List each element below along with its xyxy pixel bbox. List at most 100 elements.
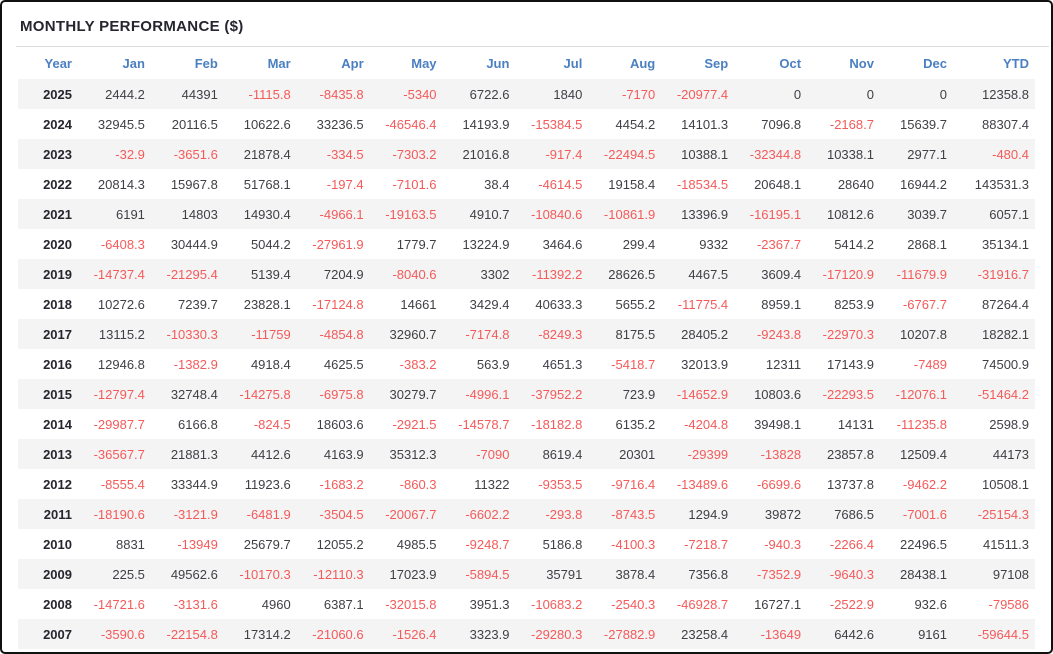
value-cell-ytd: 143531.3	[953, 169, 1035, 199]
value-cell-may: 17023.9	[370, 559, 443, 589]
value-cell-may: -5340	[370, 79, 443, 109]
value-cell-jan: -6408.3	[78, 229, 151, 259]
value-cell-oct: 12311	[734, 349, 807, 379]
value-cell-feb: -1382.9	[151, 349, 224, 379]
value-cell-jul: 35791	[515, 559, 588, 589]
value-cell-jun: -14578.7	[443, 409, 516, 439]
table-row-2008: 2008-14721.6-3131.649606387.1-32015.8395…	[18, 589, 1035, 619]
column-header-nov: Nov	[807, 47, 880, 79]
value-cell-nov: 8253.9	[807, 289, 880, 319]
value-cell-mar: -6481.9	[224, 499, 297, 529]
value-cell-sep: -20977.4	[661, 79, 734, 109]
value-cell-nov: 17143.9	[807, 349, 880, 379]
table-row-2025: 20252444.244391-1115.8-8435.8-53406722.6…	[18, 79, 1035, 109]
column-header-jun: Jun	[443, 47, 516, 79]
column-header-sep: Sep	[661, 47, 734, 79]
value-cell-dec: 9161	[880, 619, 953, 649]
value-cell-nov: -22293.5	[807, 379, 880, 409]
value-cell-dec: -11679.9	[880, 259, 953, 289]
value-cell-sep: 23258.4	[661, 619, 734, 649]
value-cell-feb: 44391	[151, 79, 224, 109]
value-cell-jan: -14737.4	[78, 259, 151, 289]
value-cell-aug: -27882.9	[588, 619, 661, 649]
value-cell-mar: 5044.2	[224, 229, 297, 259]
value-cell-oct: -13649	[734, 619, 807, 649]
value-cell-jan: -18190.6	[78, 499, 151, 529]
year-cell: 2012	[18, 469, 78, 499]
value-cell-oct: -2367.7	[734, 229, 807, 259]
value-cell-sep: -4204.8	[661, 409, 734, 439]
value-cell-dec: -12076.1	[880, 379, 953, 409]
value-cell-dec: 932.6	[880, 589, 953, 619]
value-cell-apr: -4854.8	[297, 319, 370, 349]
value-cell-jun: -7174.8	[443, 319, 516, 349]
value-cell-jan: -32.9	[78, 139, 151, 169]
table-row-2022: 202220814.315967.851768.1-197.4-7101.638…	[18, 169, 1035, 199]
value-cell-ytd: 41511.3	[953, 529, 1035, 559]
value-cell-apr: 6387.1	[297, 589, 370, 619]
value-cell-mar: 4918.4	[224, 349, 297, 379]
value-cell-aug: -7170	[588, 79, 661, 109]
value-cell-feb: -13949	[151, 529, 224, 559]
value-cell-jun: 11322	[443, 469, 516, 499]
table-row-2024: 202432945.520116.510622.633236.5-46546.4…	[18, 109, 1035, 139]
table-row-2011: 2011-18190.6-3121.9-6481.9-3504.5-20067.…	[18, 499, 1035, 529]
value-cell-may: 30279.7	[370, 379, 443, 409]
value-cell-ytd: 74500.9	[953, 349, 1035, 379]
value-cell-apr: -6975.8	[297, 379, 370, 409]
year-cell: 2024	[18, 109, 78, 139]
value-cell-aug: -9716.4	[588, 469, 661, 499]
value-cell-jan: 8831	[78, 529, 151, 559]
value-cell-dec: -7001.6	[880, 499, 953, 529]
value-cell-aug: 3878.4	[588, 559, 661, 589]
value-cell-sep: -7218.7	[661, 529, 734, 559]
value-cell-jul: -10840.6	[515, 199, 588, 229]
value-cell-mar: -824.5	[224, 409, 297, 439]
table-row-2021: 202161911480314930.4-4966.1-19163.54910.…	[18, 199, 1035, 229]
value-cell-may: -19163.5	[370, 199, 443, 229]
column-header-aug: Aug	[588, 47, 661, 79]
value-cell-mar: 23828.1	[224, 289, 297, 319]
table-row-2016: 201612946.8-1382.94918.44625.5-383.2563.…	[18, 349, 1035, 379]
table-row-2007: 2007-3590.6-22154.817314.2-21060.6-1526.…	[18, 619, 1035, 649]
value-cell-dec: 15639.7	[880, 109, 953, 139]
value-cell-jun: -6602.2	[443, 499, 516, 529]
value-cell-feb: 7239.7	[151, 289, 224, 319]
panel-title: MONTHLY PERFORMANCE ($)	[18, 10, 1035, 46]
column-header-dec: Dec	[880, 47, 953, 79]
value-cell-jul: -9353.5	[515, 469, 588, 499]
value-cell-nov: 10812.6	[807, 199, 880, 229]
value-cell-may: -860.3	[370, 469, 443, 499]
value-cell-may: -7303.2	[370, 139, 443, 169]
column-header-oct: Oct	[734, 47, 807, 79]
value-cell-sep: 7356.8	[661, 559, 734, 589]
value-cell-dec: 12509.4	[880, 439, 953, 469]
value-cell-jul: 4651.3	[515, 349, 588, 379]
value-cell-sep: -13489.6	[661, 469, 734, 499]
value-cell-jul: -15384.5	[515, 109, 588, 139]
column-header-feb: Feb	[151, 47, 224, 79]
value-cell-feb: 14803	[151, 199, 224, 229]
value-cell-jan: 2444.2	[78, 79, 151, 109]
value-cell-feb: -22154.8	[151, 619, 224, 649]
year-cell: 2018	[18, 289, 78, 319]
value-cell-ytd: 6057.1	[953, 199, 1035, 229]
value-cell-feb: -3131.6	[151, 589, 224, 619]
value-cell-ytd: -31916.7	[953, 259, 1035, 289]
value-cell-may: -8040.6	[370, 259, 443, 289]
table-row-2009: 2009225.549562.6-10170.3-12110.317023.9-…	[18, 559, 1035, 589]
value-cell-mar: 4960	[224, 589, 297, 619]
value-cell-feb: 15967.8	[151, 169, 224, 199]
value-cell-ytd: -480.4	[953, 139, 1035, 169]
value-cell-oct: 7096.8	[734, 109, 807, 139]
value-cell-dec: -7489	[880, 349, 953, 379]
value-cell-dec: 28438.1	[880, 559, 953, 589]
value-cell-aug: 28626.5	[588, 259, 661, 289]
year-cell: 2021	[18, 199, 78, 229]
value-cell-nov: 0	[807, 79, 880, 109]
value-cell-oct: 39498.1	[734, 409, 807, 439]
value-cell-dec: 22496.5	[880, 529, 953, 559]
value-cell-apr: 7204.9	[297, 259, 370, 289]
value-cell-aug: -10861.9	[588, 199, 661, 229]
year-cell: 2014	[18, 409, 78, 439]
